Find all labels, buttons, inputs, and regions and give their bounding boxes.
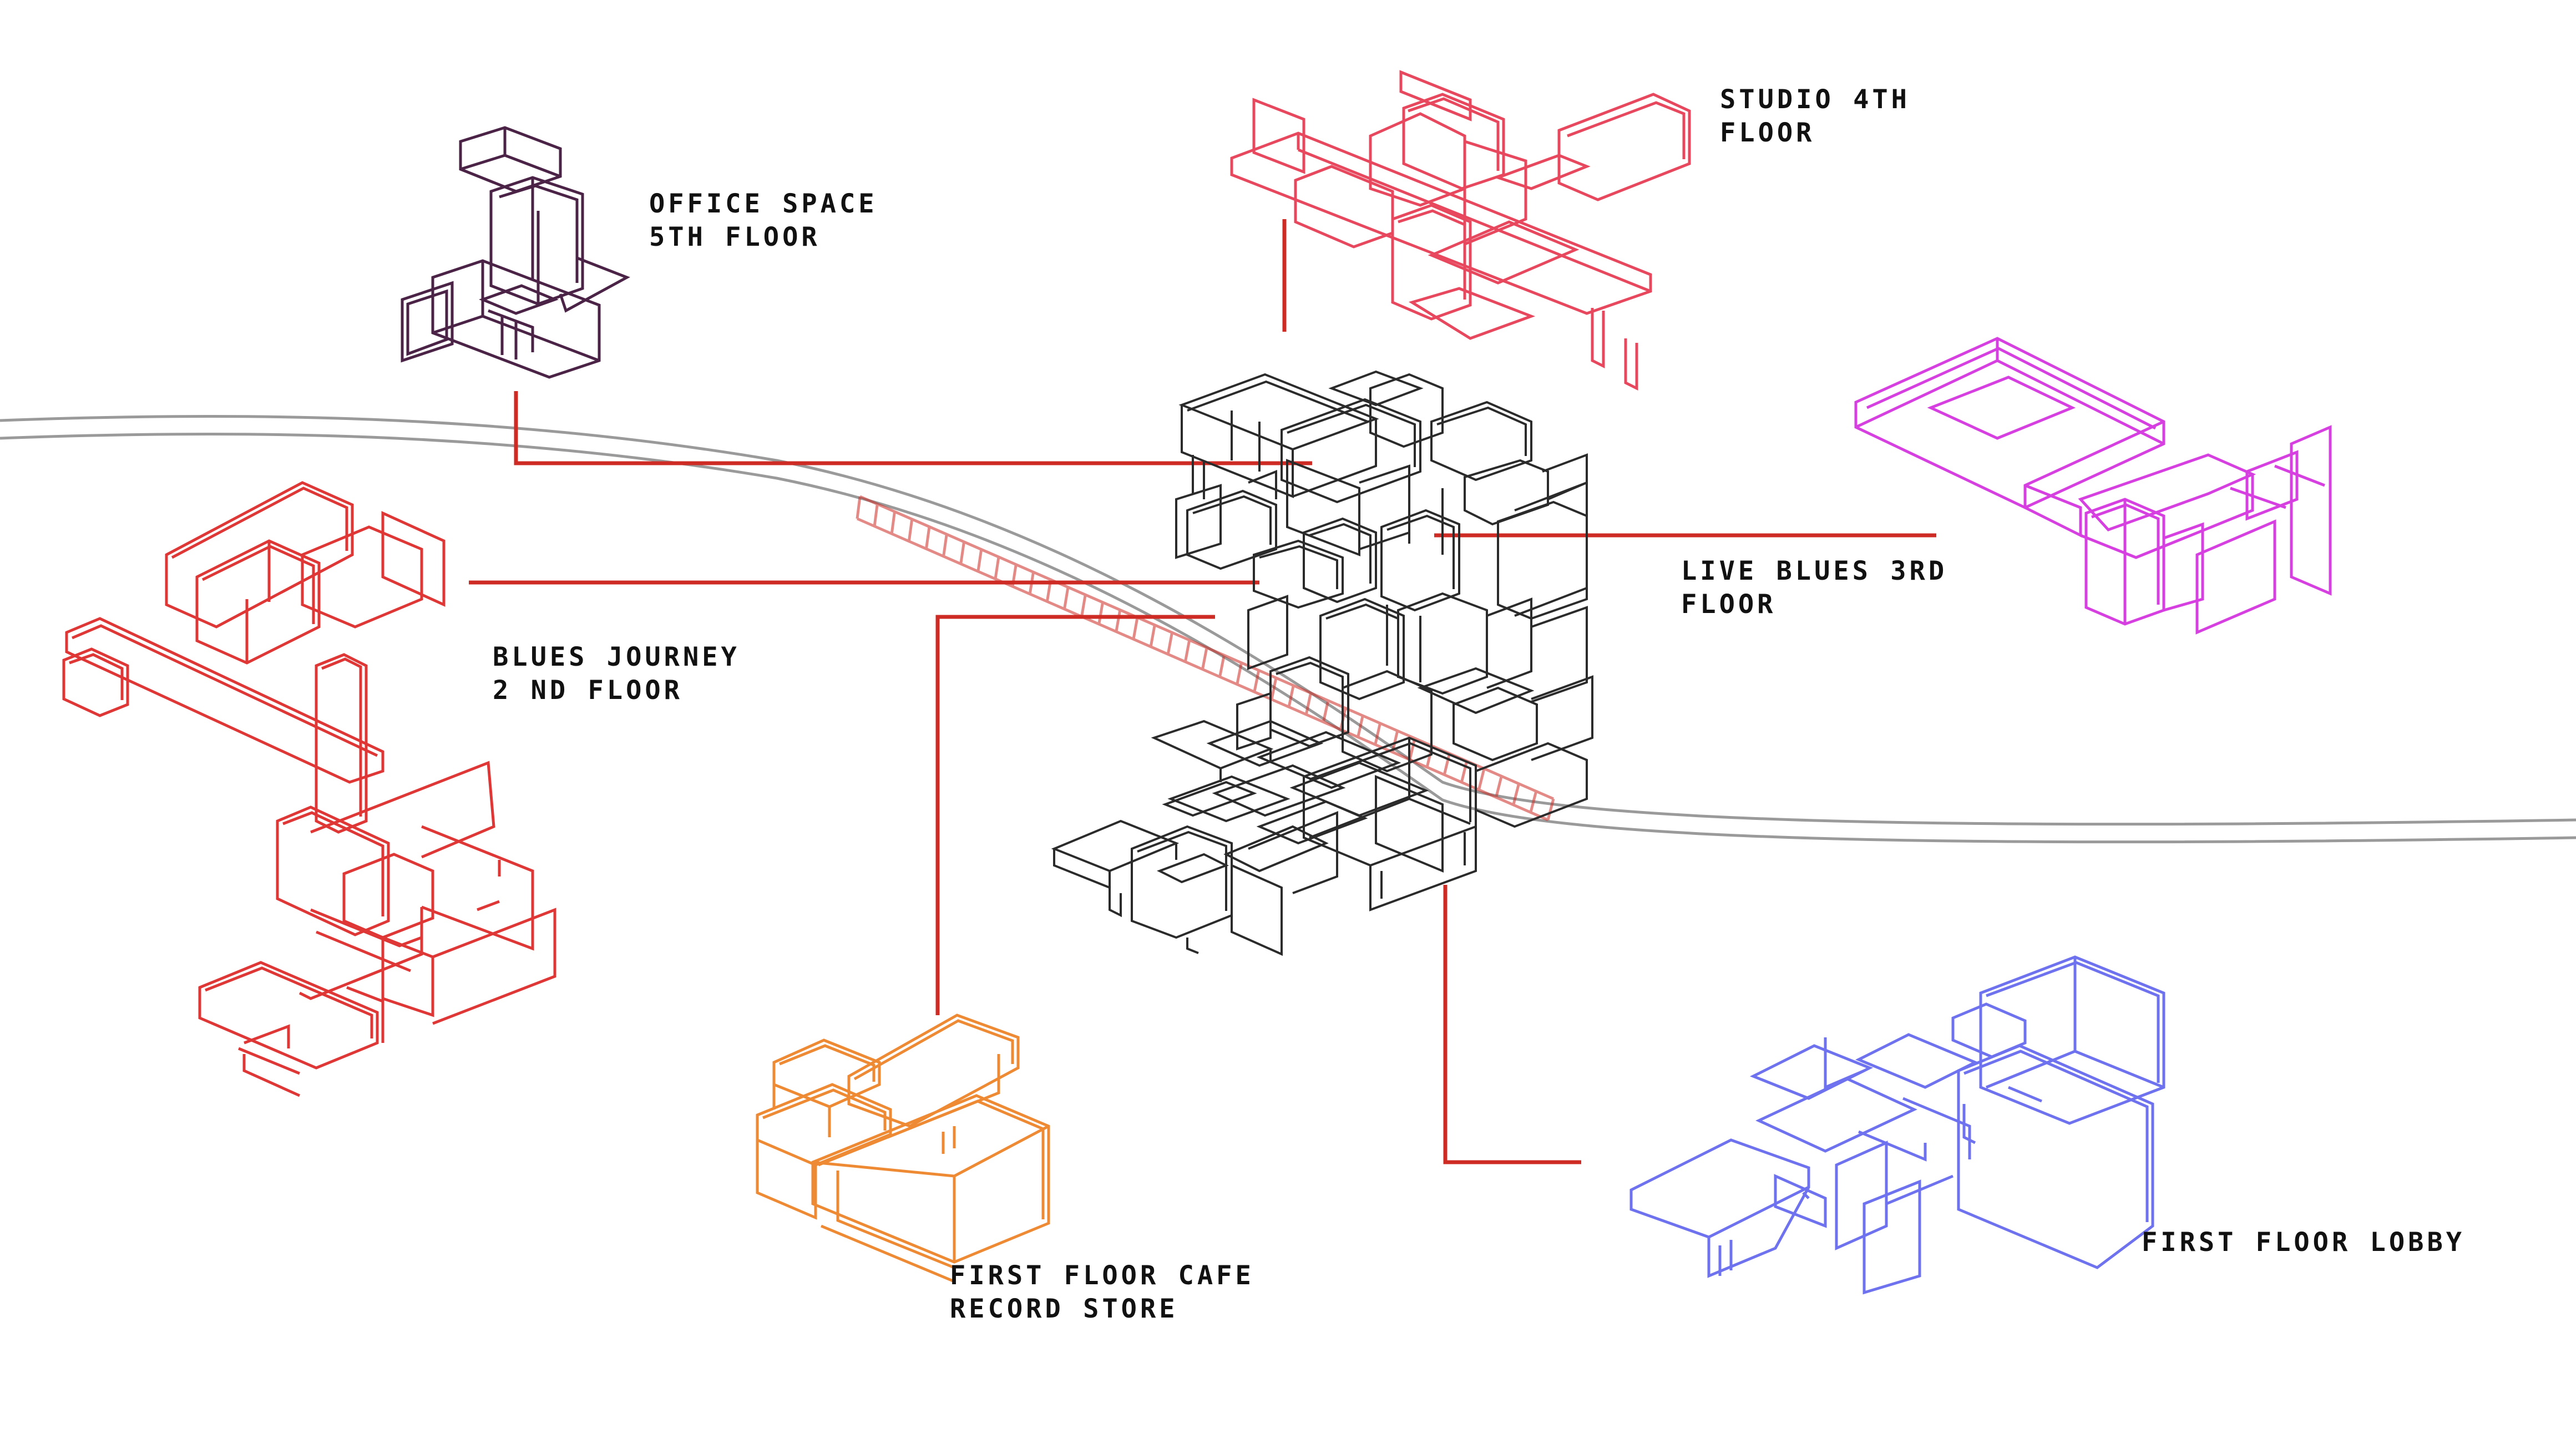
bridge-rung: [1236, 662, 1243, 685]
bridge-rung: [1495, 776, 1503, 798]
bridge-rung: [1304, 692, 1312, 715]
bridge-rung: [1443, 753, 1451, 776]
live-blues-3rd-floor-model: [1854, 337, 2332, 635]
bridge-rung: [1080, 594, 1087, 617]
bridge-rung: [907, 519, 914, 542]
label-studio-line-2: FLOOR: [1720, 118, 1815, 148]
bridge-rung: [1097, 602, 1104, 625]
bridge-rung: [1460, 761, 1469, 783]
bridge-rung: [1149, 625, 1156, 647]
bridge-rung: [1529, 791, 1538, 813]
floor-labels: OFFICE SPACE 5TH FLOOR STUDIO 4TH FLOOR …: [493, 84, 2465, 1324]
blues-journey-2nd-floor-model: [62, 481, 556, 1097]
pedestrian-bridge: [856, 495, 1555, 822]
bridge-rung: [856, 496, 862, 519]
bridge-rung: [1477, 768, 1486, 791]
label-office-line-1: OFFICE SPACE: [649, 189, 878, 219]
label-live-line-2: FLOOR: [1681, 589, 1776, 620]
first-floor-lobby-model: [1629, 955, 2165, 1295]
label-lobby-line-1: FIRST FLOOR LOBBY: [2142, 1227, 2465, 1258]
bridge-rung: [1408, 738, 1416, 760]
central-building-model: [1051, 370, 1593, 956]
bridge-rung: [1512, 783, 1520, 805]
bridge-rung: [1357, 715, 1364, 738]
bridge-rung: [994, 556, 1000, 579]
bridge-rung: [1270, 677, 1278, 700]
bridge-rung: [1063, 587, 1070, 610]
bridge-rung: [976, 549, 983, 572]
leader-office: [514, 391, 1312, 465]
bridge-rung: [1546, 798, 1555, 820]
bridge-rung: [890, 511, 896, 534]
label-cafe-line-2: RECORD STORE: [950, 1294, 1178, 1324]
bridge-rung: [1253, 670, 1261, 692]
bridge-rung: [1201, 647, 1208, 670]
bridge-rung: [1218, 655, 1226, 677]
leader-lines: [469, 219, 1936, 1164]
bridge-rung: [1166, 632, 1173, 655]
first-floor-cafe-record-store-model: [756, 1014, 1050, 1284]
studio-4th-floor-model: [1230, 70, 1691, 391]
leader-cafe: [935, 615, 1215, 1015]
bridge-rung: [1322, 700, 1330, 723]
bridge-rung: [925, 526, 931, 549]
leader-lobby: [1443, 885, 1581, 1164]
office-space-5th-floor-model: [401, 126, 630, 379]
label-journey-line-1: BLUES JOURNEY: [493, 642, 740, 672]
bridge-rung: [1183, 640, 1191, 662]
bridge-rung: [873, 504, 879, 526]
label-journey-line-2: 2 ND FLOOR: [493, 675, 683, 706]
bridge-rung: [1287, 685, 1295, 707]
bridge-rung: [1374, 723, 1381, 745]
bridge-rung: [959, 541, 965, 564]
bridge-rung: [1115, 609, 1122, 632]
bridge-rung: [1132, 617, 1139, 640]
label-office-line-2: 5TH FLOOR: [649, 222, 821, 252]
bridge-rung: [942, 534, 948, 557]
label-cafe-line-1: FIRST FLOOR CAFE: [950, 1260, 1254, 1291]
label-studio-line-1: STUDIO 4TH: [1720, 84, 1910, 115]
label-live-line-1: LIVE BLUES 3RD: [1681, 556, 1947, 586]
